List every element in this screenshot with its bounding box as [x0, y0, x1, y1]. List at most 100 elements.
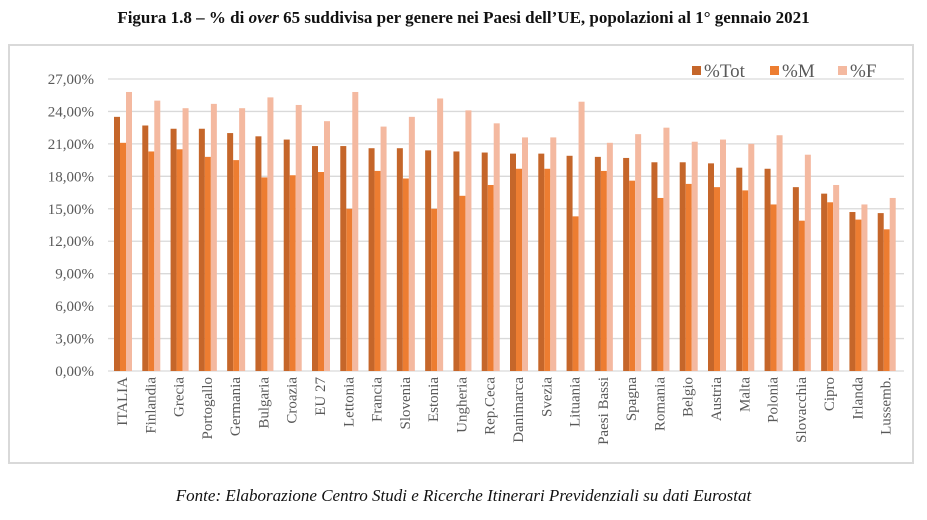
bar-pct-tot — [510, 153, 516, 371]
y-tick-label: 27,00% — [48, 72, 94, 88]
bar-pct-tot — [425, 150, 432, 371]
bar-pct-f — [861, 204, 868, 371]
y-tick-label: 12,00% — [48, 234, 94, 250]
x-tick-label: Portogallo — [200, 377, 216, 440]
bar-pct-tot — [227, 133, 234, 371]
x-tick-label: Germania — [228, 377, 244, 436]
bar-pct-tot — [594, 156, 601, 371]
bar-pct-f — [352, 91, 359, 371]
bar-pct-tot — [283, 139, 290, 371]
bar-pct-m — [374, 170, 381, 371]
y-tick-label: 3,00% — [55, 332, 94, 348]
bar-pct-f — [210, 103, 217, 371]
legend-swatch — [838, 66, 847, 75]
bar-pct-f — [606, 142, 613, 371]
bar-pct-f — [324, 121, 330, 371]
legend-swatch — [770, 66, 779, 75]
bar-pct-f — [154, 100, 161, 371]
bar-pct-m — [600, 170, 607, 371]
bar-pct-m — [148, 151, 155, 371]
x-tick-label: Finlandia — [143, 377, 159, 434]
y-tick-label: 0,00% — [55, 364, 94, 380]
bar-pct-m — [120, 142, 126, 371]
legend-label: %Tot — [704, 61, 746, 82]
bar-pct-m — [855, 219, 862, 371]
bar-pct-tot — [679, 162, 686, 371]
figure-title-prefix: Figura 1.8 – % di — [117, 8, 249, 27]
bar-pct-m — [261, 177, 268, 371]
bar-pct-f — [776, 135, 783, 371]
bar-pct-m — [204, 156, 211, 371]
y-tick-label: 15,00% — [48, 202, 94, 218]
x-tick-label: Irlanda — [850, 377, 866, 420]
bar-pct-f — [465, 110, 472, 371]
bar-pct-m — [487, 184, 494, 371]
bar-pct-m — [657, 197, 664, 371]
bar-pct-m — [827, 202, 834, 371]
bar-pct-f — [663, 127, 670, 372]
y-tick-label: 9,00% — [55, 267, 94, 283]
bar-pct-m — [544, 168, 551, 371]
x-tick-label: Malta — [737, 377, 753, 412]
bar-pct-tot — [538, 153, 545, 371]
legend-label: %M — [782, 61, 815, 82]
bar-pct-tot — [481, 152, 488, 371]
figure-title-italic: over — [248, 8, 279, 27]
bar-pct-f — [578, 101, 585, 371]
y-tick-label: 24,00% — [48, 104, 94, 120]
bar-pct-tot — [396, 148, 403, 371]
x-tick-label: Lettonia — [341, 377, 357, 427]
x-tick-label: Bulgaria — [256, 377, 272, 429]
bar-pct-f — [833, 184, 840, 371]
x-axis-labels: ITALIA Finlandia Grecia Portogallo Germania B… — [115, 377, 895, 445]
source-note: Fonte: Elaborazione Centro Studi e Ricer… — [175, 486, 752, 505]
x-tick-label: Austria — [709, 377, 725, 422]
bar-pct-f — [691, 141, 698, 371]
bar-pct-m — [233, 160, 240, 371]
x-tick-label: Cipro — [822, 377, 838, 411]
bar-pct-m — [714, 187, 720, 371]
x-tick-label: Romania — [652, 377, 668, 431]
bar-pct-f — [437, 98, 444, 371]
bar-pct-m — [742, 190, 749, 371]
bar-pct-m — [572, 216, 579, 371]
y-tick-label: 21,00% — [48, 137, 94, 153]
bar-pct-m — [402, 178, 409, 371]
x-tick-label: Francia — [370, 377, 386, 422]
bar-pct-tot — [453, 151, 460, 371]
bar-pct-f — [522, 137, 528, 371]
x-tick-label: Lussemb. — [879, 377, 895, 435]
bar-pct-f — [804, 154, 811, 371]
bar-pct-tot — [566, 155, 573, 371]
bar-pct-f — [126, 91, 132, 371]
legend: %Tot %M %F — [692, 61, 876, 82]
legend-label: %F — [850, 61, 876, 82]
bar-pct-tot — [736, 167, 743, 371]
x-tick-label: ITALIA — [115, 377, 131, 426]
bar-pct-tot — [170, 128, 177, 371]
x-tick-label: Croazia — [285, 377, 301, 424]
bar-pct-m — [685, 183, 692, 371]
bar-pct-m — [431, 208, 438, 371]
bar-pct-f — [889, 197, 896, 371]
x-tick-label: Ungheria — [454, 377, 470, 433]
bar-pct-m — [176, 149, 183, 371]
bar-pct-f — [635, 134, 642, 371]
x-tick-label: Polonia — [766, 377, 782, 423]
bar-pct-m — [798, 220, 805, 371]
bars — [114, 91, 896, 372]
bar-pct-tot — [764, 168, 771, 371]
bar-pct-tot — [708, 163, 714, 371]
bar-pct-tot — [651, 162, 658, 371]
x-tick-label: Rep.Ceca — [483, 377, 499, 435]
bar-pct-tot — [312, 146, 318, 371]
bar-pct-tot — [821, 193, 828, 371]
bar-pct-tot — [368, 148, 375, 371]
x-tick-label: Grecia — [172, 377, 188, 417]
x-tick-label: EU 27 — [313, 377, 329, 416]
x-tick-label: Danimarca — [511, 377, 527, 443]
bar-pct-m — [289, 175, 296, 371]
bar-pct-tot — [340, 146, 347, 371]
bar-pct-f — [720, 139, 726, 371]
